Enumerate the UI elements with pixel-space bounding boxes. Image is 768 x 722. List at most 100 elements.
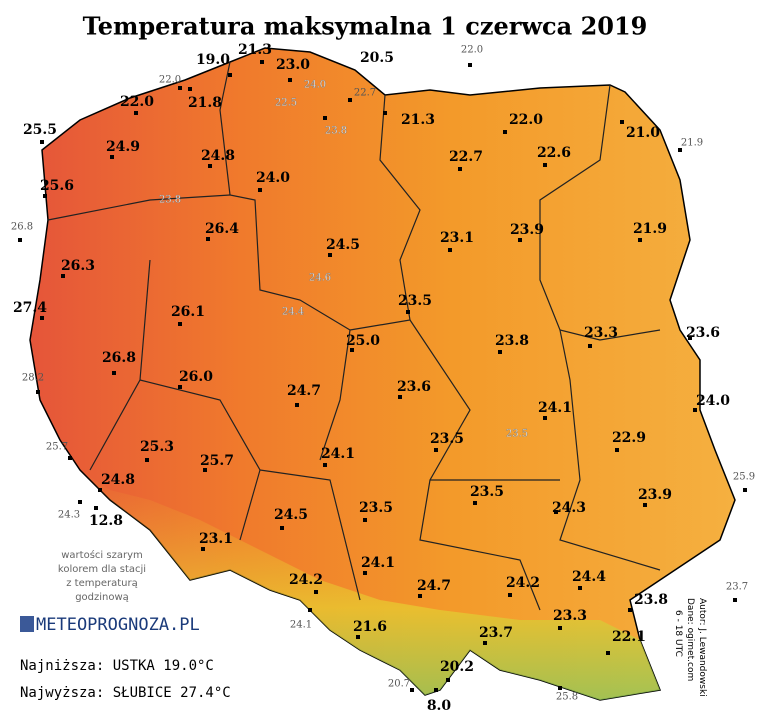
hourly-temp: 21.9: [681, 138, 703, 149]
station-temp: 20.5: [360, 50, 394, 66]
station-dot: [348, 98, 352, 102]
station-dot: [295, 403, 299, 407]
hourly-temp: 22.5: [275, 98, 297, 109]
hourly-temp: 23.5: [506, 429, 528, 440]
station-dot: [503, 130, 507, 134]
station-dot: [554, 510, 558, 514]
station-dot: [615, 448, 619, 452]
station-temp: 24.7: [287, 383, 321, 399]
station-dot: [78, 500, 82, 504]
station-temp: 21.3: [238, 42, 272, 58]
station-temp: 25.3: [140, 439, 174, 455]
station-temp: 23.5: [470, 484, 504, 500]
station-temp: 23.6: [686, 325, 720, 341]
station-temp: 21.9: [633, 221, 667, 237]
station-temp: 24.0: [256, 170, 290, 186]
station-dot: [543, 416, 547, 420]
credit-line: Autor: J. Lewandowski: [697, 598, 707, 697]
station-temp: 24.5: [274, 507, 308, 523]
hourly-temp: 22.7: [354, 88, 376, 99]
station-temp: 24.1: [538, 400, 572, 416]
hourly-temp: 24.3: [58, 510, 80, 521]
hourly-temp: 23.8: [325, 126, 347, 137]
station-temp: 25.7: [200, 453, 234, 469]
station-dot: [434, 448, 438, 452]
station-dot: [188, 87, 192, 91]
station-temp: 22.7: [449, 149, 483, 165]
station-dot: [743, 488, 747, 492]
stations: 19.021.323.0 20.522.0 21.825.521.3 22.021.0…: [11, 42, 755, 714]
station-dot: [418, 594, 422, 598]
station-dot: [448, 248, 452, 252]
station-temp: 23.8: [634, 592, 668, 608]
station-temp: 26.4: [205, 221, 239, 237]
credit-line: 6 - 18 UTC: [673, 610, 683, 657]
hourly-temp: 25.9: [733, 472, 755, 483]
station-temp: 24.5: [326, 237, 360, 253]
station-temp: 26.8: [102, 350, 136, 366]
lowest: Najniższa: USTKA 19.0°C: [20, 658, 214, 674]
station-temp: 26.1: [171, 304, 205, 320]
hourly-temp: 24.4: [282, 307, 304, 318]
legend-line: z temperaturą: [66, 578, 137, 589]
station-dot: [410, 688, 414, 692]
station-dot: [606, 651, 610, 655]
station-temp: 22.9: [612, 430, 646, 446]
station-temp: 23.7: [479, 625, 513, 641]
station-temp: 21.0: [626, 125, 660, 141]
station-dot: [260, 60, 264, 64]
station-temp: 24.2: [289, 572, 323, 588]
hourly-temp: 20.7: [388, 679, 410, 690]
station-dot: [638, 238, 642, 242]
station-temp: 24.7: [417, 578, 451, 594]
station-dot: [363, 571, 367, 575]
legend-note: wartości szarym kolorem dla stacji z tem…: [58, 549, 146, 603]
station-dot: [18, 238, 22, 242]
station-dot: [628, 608, 632, 612]
station-dot: [94, 506, 98, 510]
station-dot: [446, 678, 450, 682]
hourly-temp: 24.0: [304, 80, 326, 91]
station-dot: [201, 547, 205, 551]
station-temp: 22.0: [509, 112, 543, 128]
station-dot: [288, 78, 292, 82]
station-temp: 26.3: [61, 258, 95, 274]
station-dot: [733, 598, 737, 602]
station-dot: [588, 344, 592, 348]
station-temp: 23.1: [440, 230, 474, 246]
station-temp: 21.8: [188, 95, 222, 111]
station-dot: [40, 140, 44, 144]
hourly-temp: 22.0: [461, 45, 483, 56]
station-dot: [110, 155, 114, 159]
station-temp: 24.1: [321, 446, 355, 462]
station-dot: [508, 593, 512, 597]
station-temp: 21.3: [401, 112, 435, 128]
station-temp: 20.2: [440, 659, 474, 675]
station-temp: 23.5: [398, 293, 432, 309]
station-temp: 23.9: [638, 487, 672, 503]
station-dot: [458, 167, 462, 171]
station-dot: [203, 468, 207, 472]
station-dot: [36, 390, 40, 394]
station-dot: [323, 116, 327, 120]
hourly-temp: 28.2: [22, 373, 44, 384]
station-temp: 25.5: [23, 122, 57, 138]
hourly-temp: 23.8: [159, 195, 181, 206]
hourly-temp: 26.8: [11, 222, 33, 233]
station-temp: 12.8: [89, 513, 123, 529]
station-dot: [61, 274, 65, 278]
station-dot: [68, 456, 72, 460]
station-temp: 23.6: [397, 379, 431, 395]
station-temp: 24.9: [106, 139, 140, 155]
station-dot: [350, 348, 354, 352]
station-dot: [323, 463, 327, 467]
credit-line: Dane: ogimet.com: [685, 598, 695, 681]
station-dot: [328, 253, 332, 257]
station-dot: [678, 148, 682, 152]
station-temp: 24.2: [506, 575, 540, 591]
station-temp: 22.0: [120, 94, 154, 110]
logo: METEOPROGNOZA.PL: [36, 615, 200, 635]
station-temp: 23.5: [359, 500, 393, 516]
station-dot: [398, 395, 402, 399]
station-dot: [206, 237, 210, 241]
